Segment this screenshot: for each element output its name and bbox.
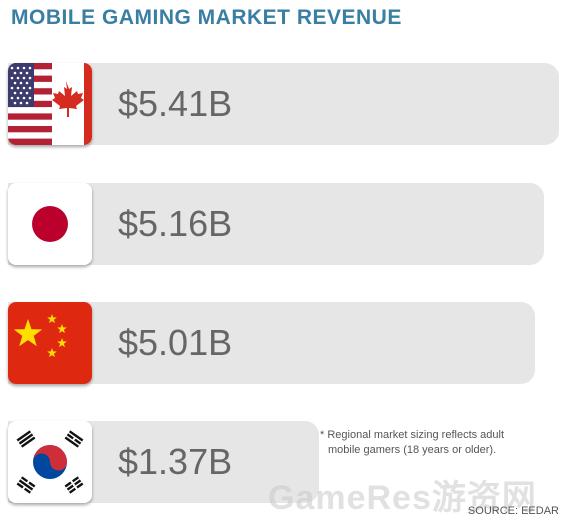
value-label-us-canada: $5.41B — [118, 83, 233, 124]
south-korea-flag-icon — [8, 421, 92, 503]
footnote-line-1: * Regional market sizing reflects adult — [320, 429, 505, 441]
value-label-south-korea: $1.37B — [118, 441, 233, 482]
bar-japan: $5.16B — [8, 183, 544, 265]
chart-title: MOBILE GAMING MARKET REVENUE — [11, 6, 402, 29]
china-flag-icon — [8, 302, 92, 384]
bar-us-canada: $5.41B — [8, 63, 559, 145]
footnote: * Regional market sizing reflects adult … — [320, 428, 550, 458]
footnote-line-2: mobile gamers (18 years or older). — [328, 444, 497, 456]
source-label: SOURCE: EEDAR — [467, 505, 559, 517]
japan-flag-icon — [8, 183, 92, 265]
value-label-japan: $5.16B — [118, 203, 233, 244]
watermark: GameRes游资网 — [268, 479, 537, 517]
us-canada-flag-icon — [8, 63, 92, 145]
bar-china: $5.01B — [8, 302, 535, 384]
value-label-china: $5.01B — [118, 322, 233, 363]
